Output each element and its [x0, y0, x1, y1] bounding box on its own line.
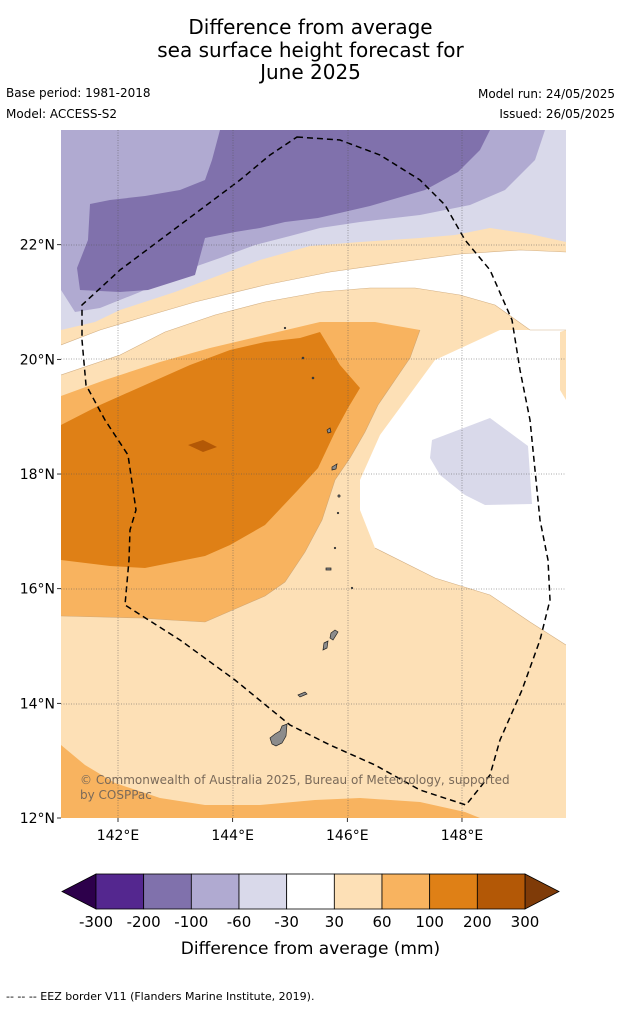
colorbar-bin [286, 873, 335, 910]
colorbar-bin [95, 873, 145, 910]
colorbar-bin [429, 873, 478, 910]
island-rota [297, 691, 308, 698]
contour-fill-200-300 [188, 440, 217, 452]
issued-text: Issued: 26/05/2025 [499, 107, 615, 121]
colorbar-bin [476, 873, 526, 910]
contour-fill-white-north [61, 250, 566, 375]
base-period-text: Base period: 1981-2018 [6, 86, 151, 100]
y-tick-label: 18°N [20, 467, 55, 483]
colorbar-bin [190, 873, 240, 910]
title-line-3: June 2025 [260, 60, 361, 84]
colorbar-bin [238, 873, 288, 910]
colorbar-tick-label: 200 [463, 913, 492, 931]
title-line-2: sea surface height forecast for [157, 37, 464, 62]
y-tick-label: 14°N [20, 696, 55, 712]
island-pagan [326, 427, 332, 434]
y-tick-label: 12°N [20, 811, 55, 827]
colorbar-tick-label: -200 [127, 913, 161, 931]
colorbar-tick-label: -300 [79, 913, 113, 931]
colorbar-tick-label: -60 [227, 913, 252, 931]
colorbar: -300 -200 -100 -60 -30 30 60 100 200 300 Differenc… [61, 873, 560, 959]
eez-source-note: -- -- -- EEZ border V11 (Flanders Marine… [6, 990, 315, 1003]
x-tick-label: 144°E [211, 828, 254, 844]
map-area [61, 130, 566, 818]
island-saipan [329, 629, 339, 641]
contour-fill-neg200-neg100 [77, 130, 490, 292]
colorbar-tick-label: 300 [511, 913, 540, 931]
chart-title: Difference from average sea surface heig… [0, 16, 621, 84]
model-text: Model: ACCESS-S2 [6, 107, 118, 121]
colorbar-over-arrow [524, 873, 560, 910]
colorbar-bin [333, 873, 383, 910]
colorbar-tick-label: 100 [415, 913, 444, 931]
y-tick-label: 20°N [20, 352, 55, 368]
y-tick-label: 16°N [20, 582, 55, 598]
colorbar-label: Difference from average (mm) [181, 939, 440, 959]
colorbar-tick-label: -30 [274, 913, 299, 931]
x-tick-label: 142°E [97, 828, 140, 844]
island-agrihan [331, 463, 338, 471]
x-tick-label: 146°E [326, 828, 369, 844]
contour-fill-neg60-east [430, 418, 532, 505]
y-tick-label: 22°N [20, 238, 55, 254]
colorbar-under-arrow [61, 873, 97, 910]
copyright-line-2: by COSPPac [80, 788, 152, 802]
colorbar-bin [143, 873, 192, 910]
island-uracas [283, 326, 287, 330]
colorbar-tick-label: 30 [325, 913, 344, 931]
title-line-1: Difference from average [188, 15, 433, 39]
colorbar-tick-label: -100 [174, 913, 208, 931]
graticule [61, 130, 566, 818]
colorbar-bin [381, 873, 431, 910]
island-alamagan [337, 494, 341, 498]
copyright-line-1: © Commonwealth of Australia 2025, Bureau… [80, 773, 510, 787]
island-sarigan [333, 546, 337, 550]
island-farallon-de-medinilla [350, 586, 354, 590]
island-tinian [322, 640, 329, 651]
axis-ticks: 142°E 144°E 146°E 148°E 12°N 14°N 16°N 18°N 20°N… [20, 238, 484, 844]
contour-fill-60-100-south [61, 745, 480, 818]
x-tick-label: 148°E [441, 828, 484, 844]
island-guguan [336, 511, 340, 515]
eez-border-line [81, 136, 551, 806]
island-anatahan [325, 567, 332, 571]
island-maug [301, 356, 305, 360]
island-asuncion [311, 376, 315, 380]
islands [269, 326, 354, 747]
colorbar-tick-label: 60 [372, 913, 391, 931]
model-run-text: Model run: 24/05/2025 [477, 87, 615, 101]
island-guam [269, 723, 288, 747]
